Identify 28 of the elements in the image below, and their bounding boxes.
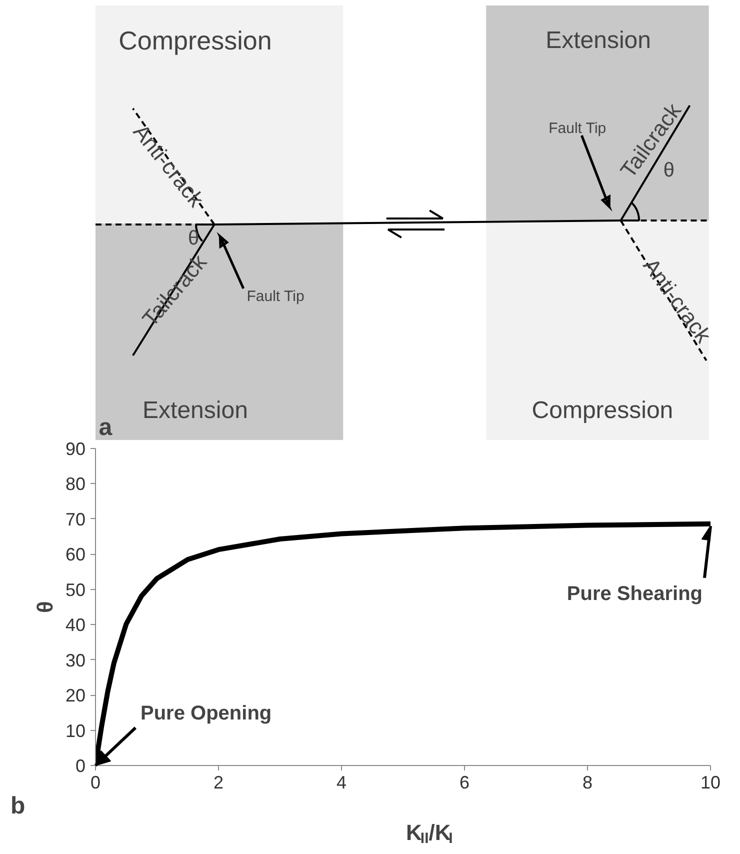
x-tick-label: 2	[213, 772, 224, 792]
text: Fault Tip	[548, 120, 606, 137]
y-tick-label: 10	[65, 720, 86, 741]
text: Extension	[546, 27, 652, 54]
x-tick-label: 4	[336, 772, 347, 792]
y-tick-label: 20	[65, 686, 86, 706]
text: Compression	[118, 26, 272, 56]
annotation: Pure Shearing	[566, 582, 703, 605]
y-tick-label: 0	[75, 756, 86, 776]
y-tick-label: 40	[65, 615, 86, 636]
y-tick-label: 60	[65, 544, 86, 565]
text: Fault Tip	[246, 288, 304, 305]
x-tick-label: 10	[700, 772, 721, 792]
annotation: Pure Opening	[140, 702, 272, 725]
y-axis-title: θ	[32, 601, 58, 613]
y-tick-label: 80	[65, 474, 86, 494]
x-tick-label: 0	[90, 772, 101, 792]
text: a	[98, 414, 113, 441]
text: θ	[188, 228, 200, 250]
text: b	[10, 792, 26, 820]
y-tick-label: 90	[65, 439, 86, 459]
y-tick-label: 50	[65, 580, 86, 600]
x-tick-label: 6	[459, 772, 470, 792]
y-tick-label: 70	[65, 509, 86, 530]
text: Compression	[532, 397, 674, 424]
text: Extension	[142, 397, 248, 424]
x-tick-label: 8	[582, 772, 593, 792]
y-tick-label: 30	[65, 650, 86, 670]
